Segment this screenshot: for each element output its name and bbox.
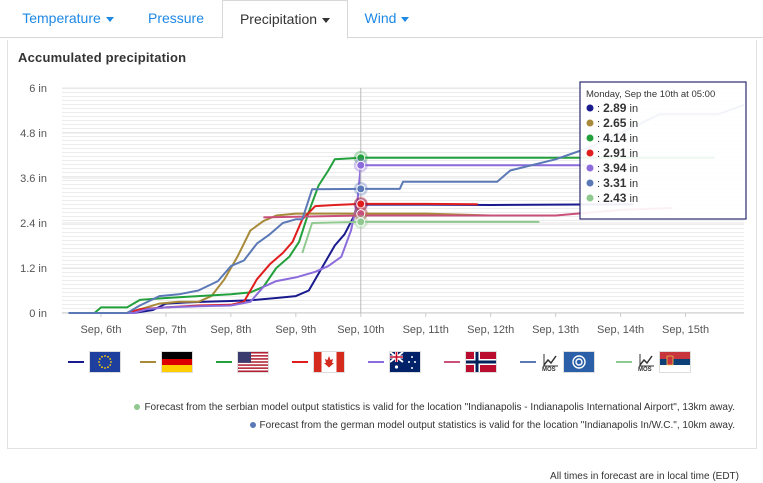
tab-pressure[interactable]: Pressure xyxy=(136,0,216,37)
chart-panel xyxy=(7,40,757,449)
legend-line xyxy=(444,361,460,363)
note-text: Forecast from the german model output st… xyxy=(259,420,735,431)
series-line xyxy=(301,220,540,254)
x-tick-label: Sep, 9th xyxy=(275,324,316,336)
mos-label: MOS xyxy=(542,367,556,373)
chart-title: Accumulated precipitation xyxy=(18,50,187,65)
tooltip-value: : 2.91 in xyxy=(597,146,638,160)
mos-chart-glyph xyxy=(639,354,654,367)
y-axis-ticks: 0 in 1.2 in 2.4 in 3.6 in 4.8 in 6 in xyxy=(20,83,47,320)
x-tick-label: Sep, 11th xyxy=(403,324,449,336)
tab-wind[interactable]: Wind xyxy=(352,0,422,37)
mos-chart-glyph xyxy=(543,354,558,367)
y-tick-label: 6 in xyxy=(29,83,47,95)
tooltip: Monday, Sep the 10th at 05:00: 2.89 in: … xyxy=(579,81,747,220)
flag-ca-icon xyxy=(314,352,344,372)
x-axis-ticks: Sep, 6th Sep, 7th Sep, 8th Sep, 9th Sep, 10t… xyxy=(80,313,709,336)
flag-mos-de-icon xyxy=(564,352,594,372)
tab-label: Wind xyxy=(364,10,397,26)
legend-item[interactable] xyxy=(368,351,434,380)
legend-line xyxy=(216,361,232,363)
x-tick-label: Sep, 15th xyxy=(662,324,709,336)
tooltip-dot xyxy=(586,164,594,172)
tooltip-dot xyxy=(586,194,594,202)
series-line xyxy=(75,212,530,314)
flag-us-icon xyxy=(238,352,268,372)
y-tick-label: 3.6 in xyxy=(20,173,47,185)
mos-label: MOS xyxy=(638,367,652,373)
precipitation-chart[interactable]: 0 in 1.2 in 2.4 in 3.6 in 4.8 in 6 in Sep, 6t… xyxy=(0,0,763,345)
tooltip-value: : 2.43 in xyxy=(597,191,638,205)
flag-eu-icon xyxy=(90,352,120,372)
legend-line xyxy=(368,361,384,363)
chevron-down-icon xyxy=(105,16,114,22)
tooltip-dot xyxy=(586,119,594,127)
tooltip-dot xyxy=(586,149,594,157)
x-tick-label: Sep, 6th xyxy=(80,324,121,336)
legend-item[interactable] xyxy=(68,352,134,380)
tooltip-value: : 2.65 in xyxy=(597,116,638,130)
flag-de-icon xyxy=(162,352,192,372)
tooltip-date: Monday, Sep the 10th at 05:00 xyxy=(586,89,715,100)
y-tick-label: 2.4 in xyxy=(20,218,47,230)
series-line xyxy=(68,156,715,314)
chart-mos-icon: MOS xyxy=(542,352,560,376)
note-text: Forecast from the serbian model output s… xyxy=(144,402,735,413)
cursor-marker xyxy=(356,199,366,209)
note-dot xyxy=(249,422,256,429)
tooltip-box xyxy=(579,81,747,220)
legend-item[interactable]: MOS xyxy=(520,352,616,380)
legend-line xyxy=(292,361,308,363)
flag-mos-rs-icon xyxy=(660,352,690,372)
legend-item[interactable] xyxy=(444,352,510,380)
tooltip-value: : 3.94 in xyxy=(597,161,638,175)
flag-au-icon xyxy=(389,351,420,372)
x-tick-label: Sep, 14th xyxy=(597,324,644,336)
series-line xyxy=(81,164,589,314)
tab-precipitation[interactable]: Precipitation xyxy=(222,0,348,39)
legend-item[interactable]: MOS xyxy=(616,352,712,380)
note-serbian: Forecast from the serbian model output s… xyxy=(0,402,763,413)
tooltip-dot xyxy=(586,179,594,187)
tab-bar: Temperature Pressure Precipitation Wind xyxy=(0,0,763,39)
tooltip-dot xyxy=(586,104,594,112)
legend-line xyxy=(140,361,156,363)
x-tick-label: Sep, 10th xyxy=(337,324,384,336)
cursor-markers xyxy=(353,150,368,229)
x-tick-label: Sep, 13th xyxy=(532,324,579,336)
cursor-marker xyxy=(356,217,366,227)
tooltip-value: : 4.14 in xyxy=(597,131,638,145)
x-tick-label: Sep, 8th xyxy=(210,324,251,336)
chevron-down-icon xyxy=(401,16,410,22)
chart-mos-icon: MOS xyxy=(638,352,656,376)
tab-label: Precipitation xyxy=(239,11,318,27)
tooltip-value: : 3.31 in xyxy=(597,176,638,190)
cursor-marker xyxy=(356,160,366,170)
y-tick-label: 0 in xyxy=(29,308,47,320)
y-tick-label: 1.2 in xyxy=(20,263,47,275)
legend-item[interactable] xyxy=(216,352,282,380)
x-tick-label: Sep, 12th xyxy=(467,324,514,336)
tab-label: Pressure xyxy=(147,10,205,26)
legend-item[interactable] xyxy=(292,352,358,380)
tooltip-value: : 2.89 in xyxy=(597,101,638,115)
legend-line xyxy=(616,361,632,363)
tab-label: Temperature xyxy=(22,10,101,26)
note-german: Forecast from the german model output st… xyxy=(0,420,763,431)
chevron-down-icon xyxy=(322,17,331,23)
y-tick-label: 4.8 in xyxy=(20,128,47,140)
legend-line xyxy=(520,361,536,363)
legend-line xyxy=(68,361,84,363)
cursor-marker xyxy=(356,184,366,194)
legend-item[interactable] xyxy=(140,352,206,380)
tooltip-dot xyxy=(586,134,594,142)
timezone-footer: All times in forecast are in local time … xyxy=(550,471,739,482)
flag-no-icon xyxy=(466,352,496,372)
note-dot xyxy=(134,404,141,411)
x-tick-label: Sep, 7th xyxy=(145,324,186,336)
tab-temperature[interactable]: Temperature xyxy=(8,0,128,37)
